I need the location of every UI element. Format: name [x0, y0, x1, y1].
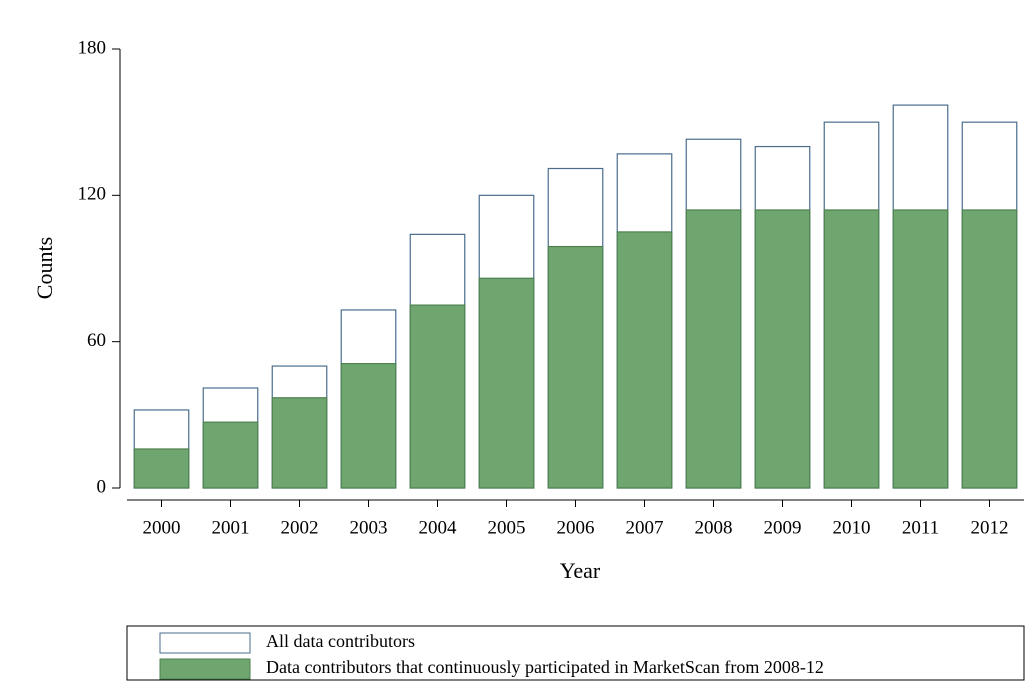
x-tick-label: 2008 — [695, 517, 733, 538]
x-tick-label: 2005 — [488, 517, 526, 538]
x-tick-label: 2000 — [143, 517, 181, 538]
x-tick-label: 2010 — [833, 517, 871, 538]
bar — [685, 209, 742, 489]
bar — [961, 209, 1018, 489]
bar — [892, 209, 949, 489]
legend-label: Data contributors that continuously part… — [266, 657, 824, 677]
bar — [409, 304, 466, 489]
bar — [478, 277, 535, 489]
y-tick-label: 120 — [78, 184, 107, 205]
legend-swatch — [159, 632, 251, 654]
x-axis-label: Year — [560, 558, 601, 583]
x-tick-label: 2002 — [281, 517, 319, 538]
x-tick-label: 2007 — [626, 517, 664, 538]
x-tick-label: 2012 — [971, 517, 1009, 538]
legend-label: All data contributors — [266, 631, 415, 651]
x-tick-label: 2004 — [419, 517, 458, 538]
bar — [547, 245, 604, 489]
legend-box — [126, 625, 1025, 681]
legend-swatch — [159, 658, 251, 680]
bar — [823, 209, 880, 489]
bar — [202, 421, 259, 489]
bar — [271, 397, 328, 489]
x-tick-label: 2006 — [557, 517, 595, 538]
x-tick-label: 2003 — [350, 517, 388, 538]
bar — [616, 231, 673, 489]
y-tick-label: 0 — [97, 476, 107, 497]
y-tick-label: 60 — [87, 330, 106, 351]
x-tick-label: 2009 — [764, 517, 802, 538]
y-axis-label: Counts — [32, 237, 57, 299]
x-tick-label: 2001 — [212, 517, 250, 538]
bar — [754, 209, 811, 489]
bar — [340, 363, 397, 489]
bar — [133, 448, 190, 489]
y-tick-label: 180 — [78, 37, 107, 58]
x-tick-label: 2011 — [902, 517, 939, 538]
